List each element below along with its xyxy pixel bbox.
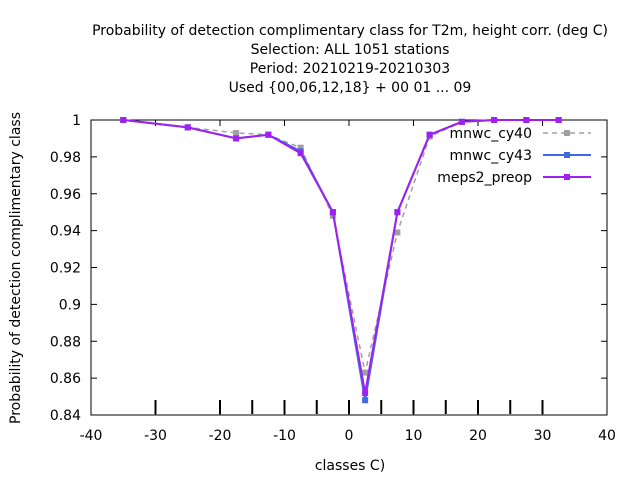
y-axis: 0.84 0.86 0.88 0.9 0.92 0.94 0.96 0.98 1 <box>50 113 607 424</box>
data-point-meps2_preop <box>491 117 498 123</box>
x-tick-label: 20 <box>469 428 487 444</box>
x-tick-label: 40 <box>598 428 616 444</box>
data-point-meps2_preop <box>362 389 369 396</box>
legend-marker <box>564 174 570 180</box>
x-tick-label: -30 <box>144 428 167 444</box>
y-tick-label: 0.98 <box>50 150 81 166</box>
y-tick-label: 0.84 <box>50 408 81 424</box>
data-point-mnwc_cy40 <box>394 229 401 236</box>
x-tick-label: -40 <box>80 428 103 444</box>
title-line-2: Selection: ALL 1051 stations <box>251 42 450 58</box>
data-point-mnwc_cy40 <box>297 144 304 151</box>
data-point-meps2_preop <box>555 117 562 123</box>
chart-title: Probability of detection complimentary c… <box>92 23 608 96</box>
y-tick-label: 0.96 <box>50 187 81 203</box>
y-tick-label: 1 <box>72 113 81 129</box>
x-tick-label: 10 <box>405 428 423 444</box>
series-layer <box>120 117 562 404</box>
data-point-meps2_preop <box>426 131 433 138</box>
y-tick-label: 0.94 <box>50 224 81 240</box>
y-tick-label: 0.86 <box>50 371 81 387</box>
x-axis-label: classes C) <box>315 458 385 474</box>
data-point-mnwc_cy40 <box>233 129 240 136</box>
x-tick-label: 30 <box>534 428 552 444</box>
data-point-meps2_preop <box>120 117 127 123</box>
title-line-1: Probability of detection complimentary c… <box>92 23 608 39</box>
y-tick-label: 0.92 <box>50 261 81 277</box>
legend-marker <box>564 130 570 136</box>
x-axis: -40 -30 -20 -10 0 10 20 30 40 <box>80 120 616 444</box>
data-point-meps2_preop <box>297 150 304 157</box>
legend-marker <box>564 152 570 158</box>
y-tick-label: 0.9 <box>59 297 81 313</box>
data-point-meps2_preop <box>265 131 272 138</box>
data-point-mnwc_cy43 <box>362 397 369 404</box>
x-tick-label: 0 <box>345 428 354 444</box>
legend-label: meps2_preop <box>437 170 532 186</box>
x-tick-label: -10 <box>273 428 296 444</box>
title-line-3: Period: 20210219-20210303 <box>250 61 450 77</box>
data-point-meps2_preop <box>523 117 530 123</box>
data-point-mnwc_cy40 <box>362 369 369 376</box>
y-axis-label: Probability of detection complimentary c… <box>8 112 24 424</box>
class-markers <box>154 400 544 414</box>
y-tick-label: 0.88 <box>50 334 81 350</box>
legend-label: mnwc_cy43 <box>450 148 532 164</box>
data-point-meps2_preop <box>329 209 336 216</box>
legend-label: mnwc_cy40 <box>450 126 532 142</box>
data-point-meps2_preop <box>458 118 465 125</box>
title-line-4: Used {00,06,12,18} + 00 01 ... 09 <box>229 80 472 96</box>
plot-frame <box>90 119 608 416</box>
data-point-meps2_preop <box>184 124 191 131</box>
x-tick-label: -20 <box>209 428 232 444</box>
legend: mnwc_cy40 mnwc_cy43 meps2_preop <box>437 126 591 186</box>
data-point-meps2_preop <box>394 209 401 216</box>
data-point-meps2_preop <box>233 135 240 142</box>
